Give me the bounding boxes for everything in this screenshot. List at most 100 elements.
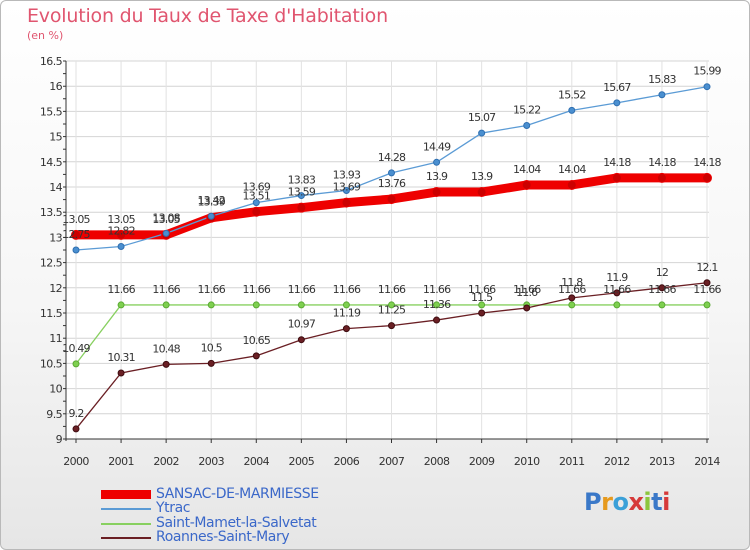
data-label-sansac: 13.59 bbox=[288, 186, 316, 199]
data-label-ytrac: 15.52 bbox=[558, 88, 586, 101]
data-label-saint-mamet: 11.66 bbox=[648, 283, 676, 296]
data-label-saint-mamet: 11.66 bbox=[558, 283, 586, 296]
data-label-roannes: 12.1 bbox=[696, 261, 717, 274]
data-label-roannes: 10.65 bbox=[243, 334, 271, 347]
y-tick-label: 11 bbox=[49, 332, 62, 345]
data-label-saint-mamet: 11.66 bbox=[693, 283, 721, 296]
data-point-ytrac bbox=[703, 83, 711, 91]
data-point-saint-mamet bbox=[342, 301, 350, 309]
data-label-saint-mamet: 11.66 bbox=[107, 283, 135, 296]
data-point-ytrac bbox=[297, 192, 305, 200]
logo-letter: t bbox=[651, 488, 663, 516]
data-point-roannes bbox=[478, 309, 486, 317]
data-point-ytrac bbox=[207, 212, 215, 220]
data-label-sansac: 14.18 bbox=[603, 156, 631, 169]
data-label-ytrac: 12.82 bbox=[107, 224, 135, 237]
data-label-sansac: 14.18 bbox=[648, 156, 676, 169]
legend-label: Ytrac bbox=[156, 500, 191, 516]
y-tick-label: 14 bbox=[49, 181, 62, 194]
data-label-saint-mamet: 10.49 bbox=[62, 342, 90, 355]
data-label-roannes: 10.97 bbox=[288, 318, 316, 331]
logo-letter: i bbox=[643, 488, 652, 516]
y-tick-label: 16.5 bbox=[40, 55, 63, 68]
x-tick-label: 2013 bbox=[649, 455, 675, 468]
logo-letter: x bbox=[628, 488, 644, 516]
legend-item: Ytrac bbox=[101, 500, 421, 517]
data-label-ytrac: 13.93 bbox=[333, 169, 361, 182]
data-point-sansac bbox=[251, 206, 262, 217]
data-label-roannes: 12 bbox=[656, 266, 668, 279]
data-point-roannes bbox=[568, 294, 576, 302]
data-label-ytrac: 15.22 bbox=[513, 104, 541, 117]
x-tick-label: 2001 bbox=[108, 455, 134, 468]
data-label-roannes: 11.6 bbox=[516, 286, 538, 299]
data-point-saint-mamet bbox=[297, 301, 305, 309]
legend-swatch bbox=[101, 490, 151, 499]
data-label-sansac: 13.9 bbox=[471, 170, 493, 183]
data-label-ytrac: 13.42 bbox=[197, 194, 225, 207]
data-label-saint-mamet: 11.66 bbox=[243, 283, 271, 296]
data-point-sansac bbox=[476, 187, 487, 198]
data-point-ytrac bbox=[72, 246, 80, 254]
data-label-saint-mamet: 11.66 bbox=[603, 283, 631, 296]
y-tick-label: 15.5 bbox=[40, 105, 63, 118]
data-label-saint-mamet: 11.66 bbox=[513, 283, 541, 296]
proxiti-logo: Proxiti bbox=[584, 488, 670, 516]
y-tick-label: 13 bbox=[49, 231, 62, 244]
data-point-roannes bbox=[117, 369, 125, 377]
y-tick-label: 10.5 bbox=[40, 357, 63, 370]
legend-swatch bbox=[101, 523, 151, 525]
data-label-roannes: 9.2 bbox=[68, 407, 83, 420]
y-tick-label: 13.5 bbox=[40, 206, 63, 219]
data-point-sansac bbox=[611, 172, 622, 183]
data-point-saint-mamet bbox=[252, 301, 260, 309]
data-label-ytrac: 14.28 bbox=[378, 151, 406, 164]
data-label-saint-mamet: 11.66 bbox=[423, 283, 451, 296]
y-tick-label: 12 bbox=[49, 282, 62, 295]
data-point-sansac bbox=[431, 187, 442, 198]
unit-label: (en %) bbox=[27, 29, 64, 42]
y-tick-label: 9 bbox=[56, 433, 63, 446]
y-tick-label: 12.5 bbox=[40, 257, 63, 270]
data-label-roannes: 11.36 bbox=[423, 298, 451, 311]
data-point-saint-mamet bbox=[162, 301, 170, 309]
y-tick-label: 16 bbox=[49, 80, 62, 93]
data-point-sansac bbox=[521, 179, 532, 190]
data-label-saint-mamet: 11.66 bbox=[288, 283, 316, 296]
data-point-sansac bbox=[702, 172, 712, 183]
data-label-roannes: 11.25 bbox=[378, 304, 406, 317]
legend-swatch bbox=[101, 508, 151, 510]
data-point-roannes bbox=[703, 279, 711, 287]
chart-title: Evolution du Taux de Taxe d'Habitation bbox=[27, 5, 388, 27]
data-label-sansac: 13.05 bbox=[107, 213, 135, 226]
data-label-saint-mamet: 11.66 bbox=[152, 283, 180, 296]
data-label-sansac: 13.05 bbox=[152, 213, 180, 226]
data-point-saint-mamet bbox=[433, 301, 441, 309]
y-tick-label: 11.5 bbox=[40, 307, 63, 320]
data-point-roannes bbox=[523, 304, 531, 312]
data-point-roannes bbox=[658, 284, 666, 292]
data-point-roannes bbox=[252, 352, 260, 360]
legend-item: Saint-Mamet-la-Salvetat bbox=[101, 515, 421, 532]
data-point-roannes bbox=[207, 359, 215, 367]
data-point-roannes bbox=[297, 336, 305, 344]
legend-label: SANSAC-DE-MARMIESSE bbox=[156, 486, 319, 502]
x-tick-label: 2004 bbox=[243, 455, 269, 468]
data-point-sansac bbox=[386, 194, 397, 205]
data-point-sansac bbox=[296, 202, 307, 213]
data-label-sansac: 14.04 bbox=[513, 163, 541, 176]
data-label-saint-mamet: 11.66 bbox=[333, 283, 361, 296]
data-label-sansac: 14.04 bbox=[558, 163, 586, 176]
legend-item: SANSAC-DE-MARMIESSE bbox=[101, 486, 421, 503]
data-point-sansac bbox=[71, 229, 81, 240]
data-label-ytrac: 15.07 bbox=[468, 111, 496, 124]
logo-letter: i bbox=[662, 488, 670, 516]
y-tick-label: 14.5 bbox=[40, 156, 63, 169]
data-point-ytrac bbox=[388, 169, 395, 177]
data-point-ytrac bbox=[433, 158, 441, 166]
x-tick-label: 2012 bbox=[604, 455, 630, 468]
legend-label: Saint-Mamet-la-Salvetat bbox=[156, 515, 317, 531]
logo-letter: P bbox=[584, 488, 602, 516]
data-point-ytrac bbox=[162, 229, 170, 237]
